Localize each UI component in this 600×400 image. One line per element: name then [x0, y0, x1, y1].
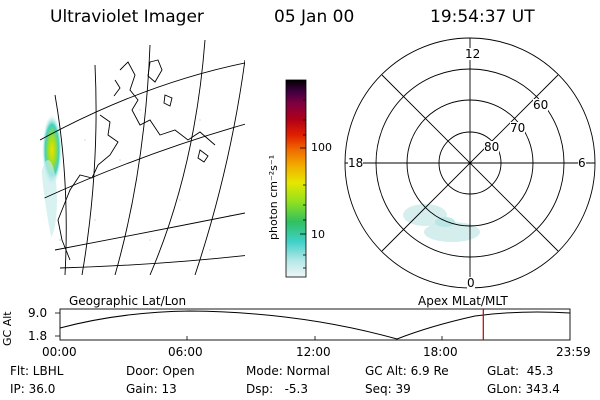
time-label: 19:54:37 UT	[430, 7, 535, 27]
mlat-label-70: 70	[510, 121, 526, 135]
gc-alt-readout: GC Alt: 6.9 Re	[365, 364, 449, 378]
mlat-label-60: 60	[533, 98, 549, 112]
glon-readout: GLon: 343.4	[487, 382, 560, 396]
mlat-label-80: 80	[484, 140, 500, 154]
glat-readout: GLat: 45.3	[487, 364, 554, 378]
altitude-y-max: 9.0	[28, 306, 48, 320]
ip-readout: IP: 36.0	[10, 382, 56, 396]
gain-readout: Gain: 13	[126, 382, 177, 396]
seq-readout: Seq: 39	[365, 382, 411, 396]
x-tick-0000: 00:00	[42, 345, 77, 359]
apex-caption: Apex MLat/MLT	[418, 294, 508, 308]
altitude-y-min: 1.8	[28, 329, 48, 343]
x-tick-0600: 06:00	[168, 345, 203, 359]
mode-readout: Mode: Normal	[246, 364, 330, 378]
altitude-axis-label: GC Alt	[1, 311, 14, 346]
mlt-label-12: 12	[465, 47, 481, 61]
door-readout: Door: Open	[126, 364, 195, 378]
dsp-readout: Dsp: -5.3	[246, 382, 309, 396]
geographic-caption: Geographic Lat/Lon	[69, 294, 187, 308]
mlt-label-6: 6	[578, 156, 586, 170]
mlt-label-0: 0	[467, 276, 475, 290]
date-label: 05 Jan 00	[274, 7, 355, 27]
mlt-label-18: 18	[348, 156, 364, 170]
x-tick-1200: 12:00	[296, 345, 331, 359]
filter-readout: Flt: LBHL	[10, 364, 64, 378]
colorbar-tick-100: 100	[311, 141, 332, 154]
x-tick-1800: 18:00	[423, 345, 458, 359]
instrument-title: Ultraviolet Imager	[50, 7, 204, 27]
colorbar-tick-10: 10	[311, 228, 325, 241]
x-tick-2359: 23:59	[556, 345, 591, 359]
